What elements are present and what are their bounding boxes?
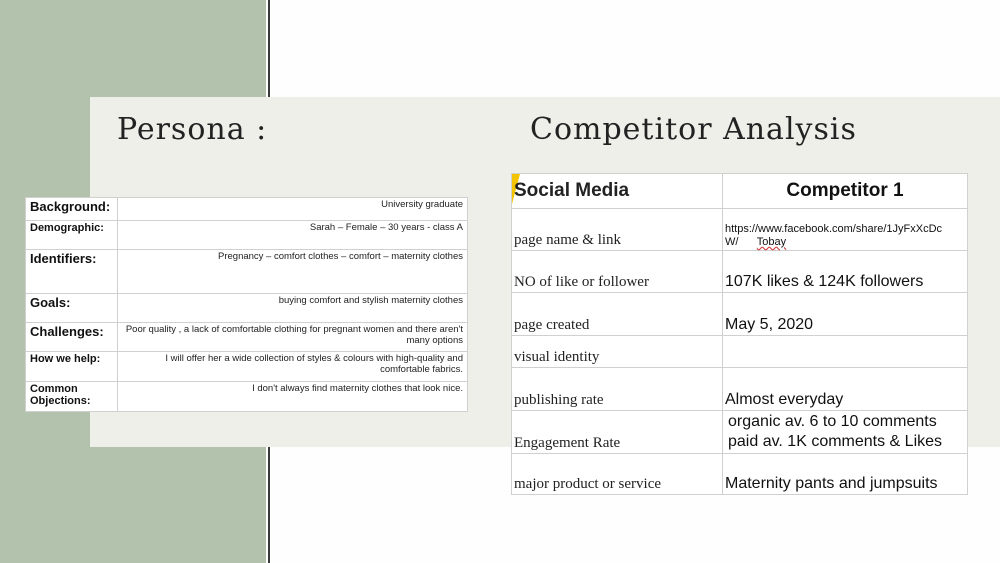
row-value: Pregnancy – comfort clothes – comfort – … [117,249,468,294]
table-row: Demographic: Sarah – Female – 30 years - … [25,220,468,250]
paid-engagement: paid av. 1K comments & Likes [728,433,943,450]
page-name: Tobay [756,236,787,248]
table-header-row: Social Media Competitor 1 [511,173,968,209]
table-row: Identifiers: Pregnancy – comfort clothes … [25,249,468,294]
page-link[interactable]: https://www.facebook.com/share/1JyFxXcDc… [725,223,943,248]
table-row: publishing rate Almost everyday [511,367,968,411]
row-value: organic av. 6 to 10 comments paid av. 1K … [722,410,968,454]
header-label: Social Media [514,180,630,201]
table-row: Common Objections: I don't always find ma… [25,381,468,412]
table-row: Engagement Rate organic av. 6 to 10 comme… [511,410,968,454]
row-value: May 5, 2020 [722,292,968,336]
row-label: visual identity [511,335,723,368]
row-label: page created [511,292,723,336]
row-value [722,335,968,368]
row-label: How we help: [25,351,118,382]
yellow-corner-accent [512,174,520,204]
row-value: I will offer her a wide collection of st… [117,351,468,382]
header-value: Competitor 1 [722,173,968,209]
row-value: Poor quality , a lack of comfortable clo… [117,322,468,352]
organic-engagement: organic av. 6 to 10 comments [728,413,937,430]
row-label: NO of like or follower [511,250,723,293]
table-row: Challenges: Poor quality , a lack of comf… [25,322,468,352]
row-label: Common Objections: [25,381,118,412]
row-value: 107K likes & 124K followers [722,250,968,293]
row-label: page name & link [511,208,723,251]
row-label: Background: [25,197,118,221]
row-value: I don't always find maternity clothes th… [117,381,468,412]
row-label: Engagement Rate [511,410,723,454]
table-row: How we help: I will offer her a wide coll… [25,351,468,382]
row-label: Demographic: [25,220,118,250]
table-row: page name & link https://www.facebook.com… [511,208,968,251]
row-value: Sarah – Female – 30 years - class A [117,220,468,250]
persona-table: Background: University graduate Demograph… [25,197,468,412]
table-row: NO of like or follower 107K likes & 124K … [511,250,968,293]
row-value: https://www.facebook.com/share/1JyFxXcDc… [722,208,968,251]
row-value: Almost everyday [722,367,968,411]
competitor-title: Competitor Analysis [530,112,857,147]
persona-title: Persona : [117,112,268,147]
header-label-cell: Social Media [511,173,723,209]
row-label: major product or service [511,453,723,495]
table-row: Background: University graduate [25,197,468,221]
row-label: Challenges: [25,322,118,352]
table-row: page created May 5, 2020 [511,292,968,336]
table-row: visual identity [511,335,968,368]
row-label: Goals: [25,293,118,323]
row-value: Maternity pants and jumpsuits [722,453,968,495]
row-label: publishing rate [511,367,723,411]
table-row: Goals: buying comfort and stylish materni… [25,293,468,323]
row-value: University graduate [117,197,468,221]
competitor-table: Social Media Competitor 1 page name & li… [511,173,968,495]
row-value: buying comfort and stylish maternity clo… [117,293,468,323]
table-row: major product or service Maternity pants … [511,453,968,495]
row-label: Identifiers: [25,249,118,294]
